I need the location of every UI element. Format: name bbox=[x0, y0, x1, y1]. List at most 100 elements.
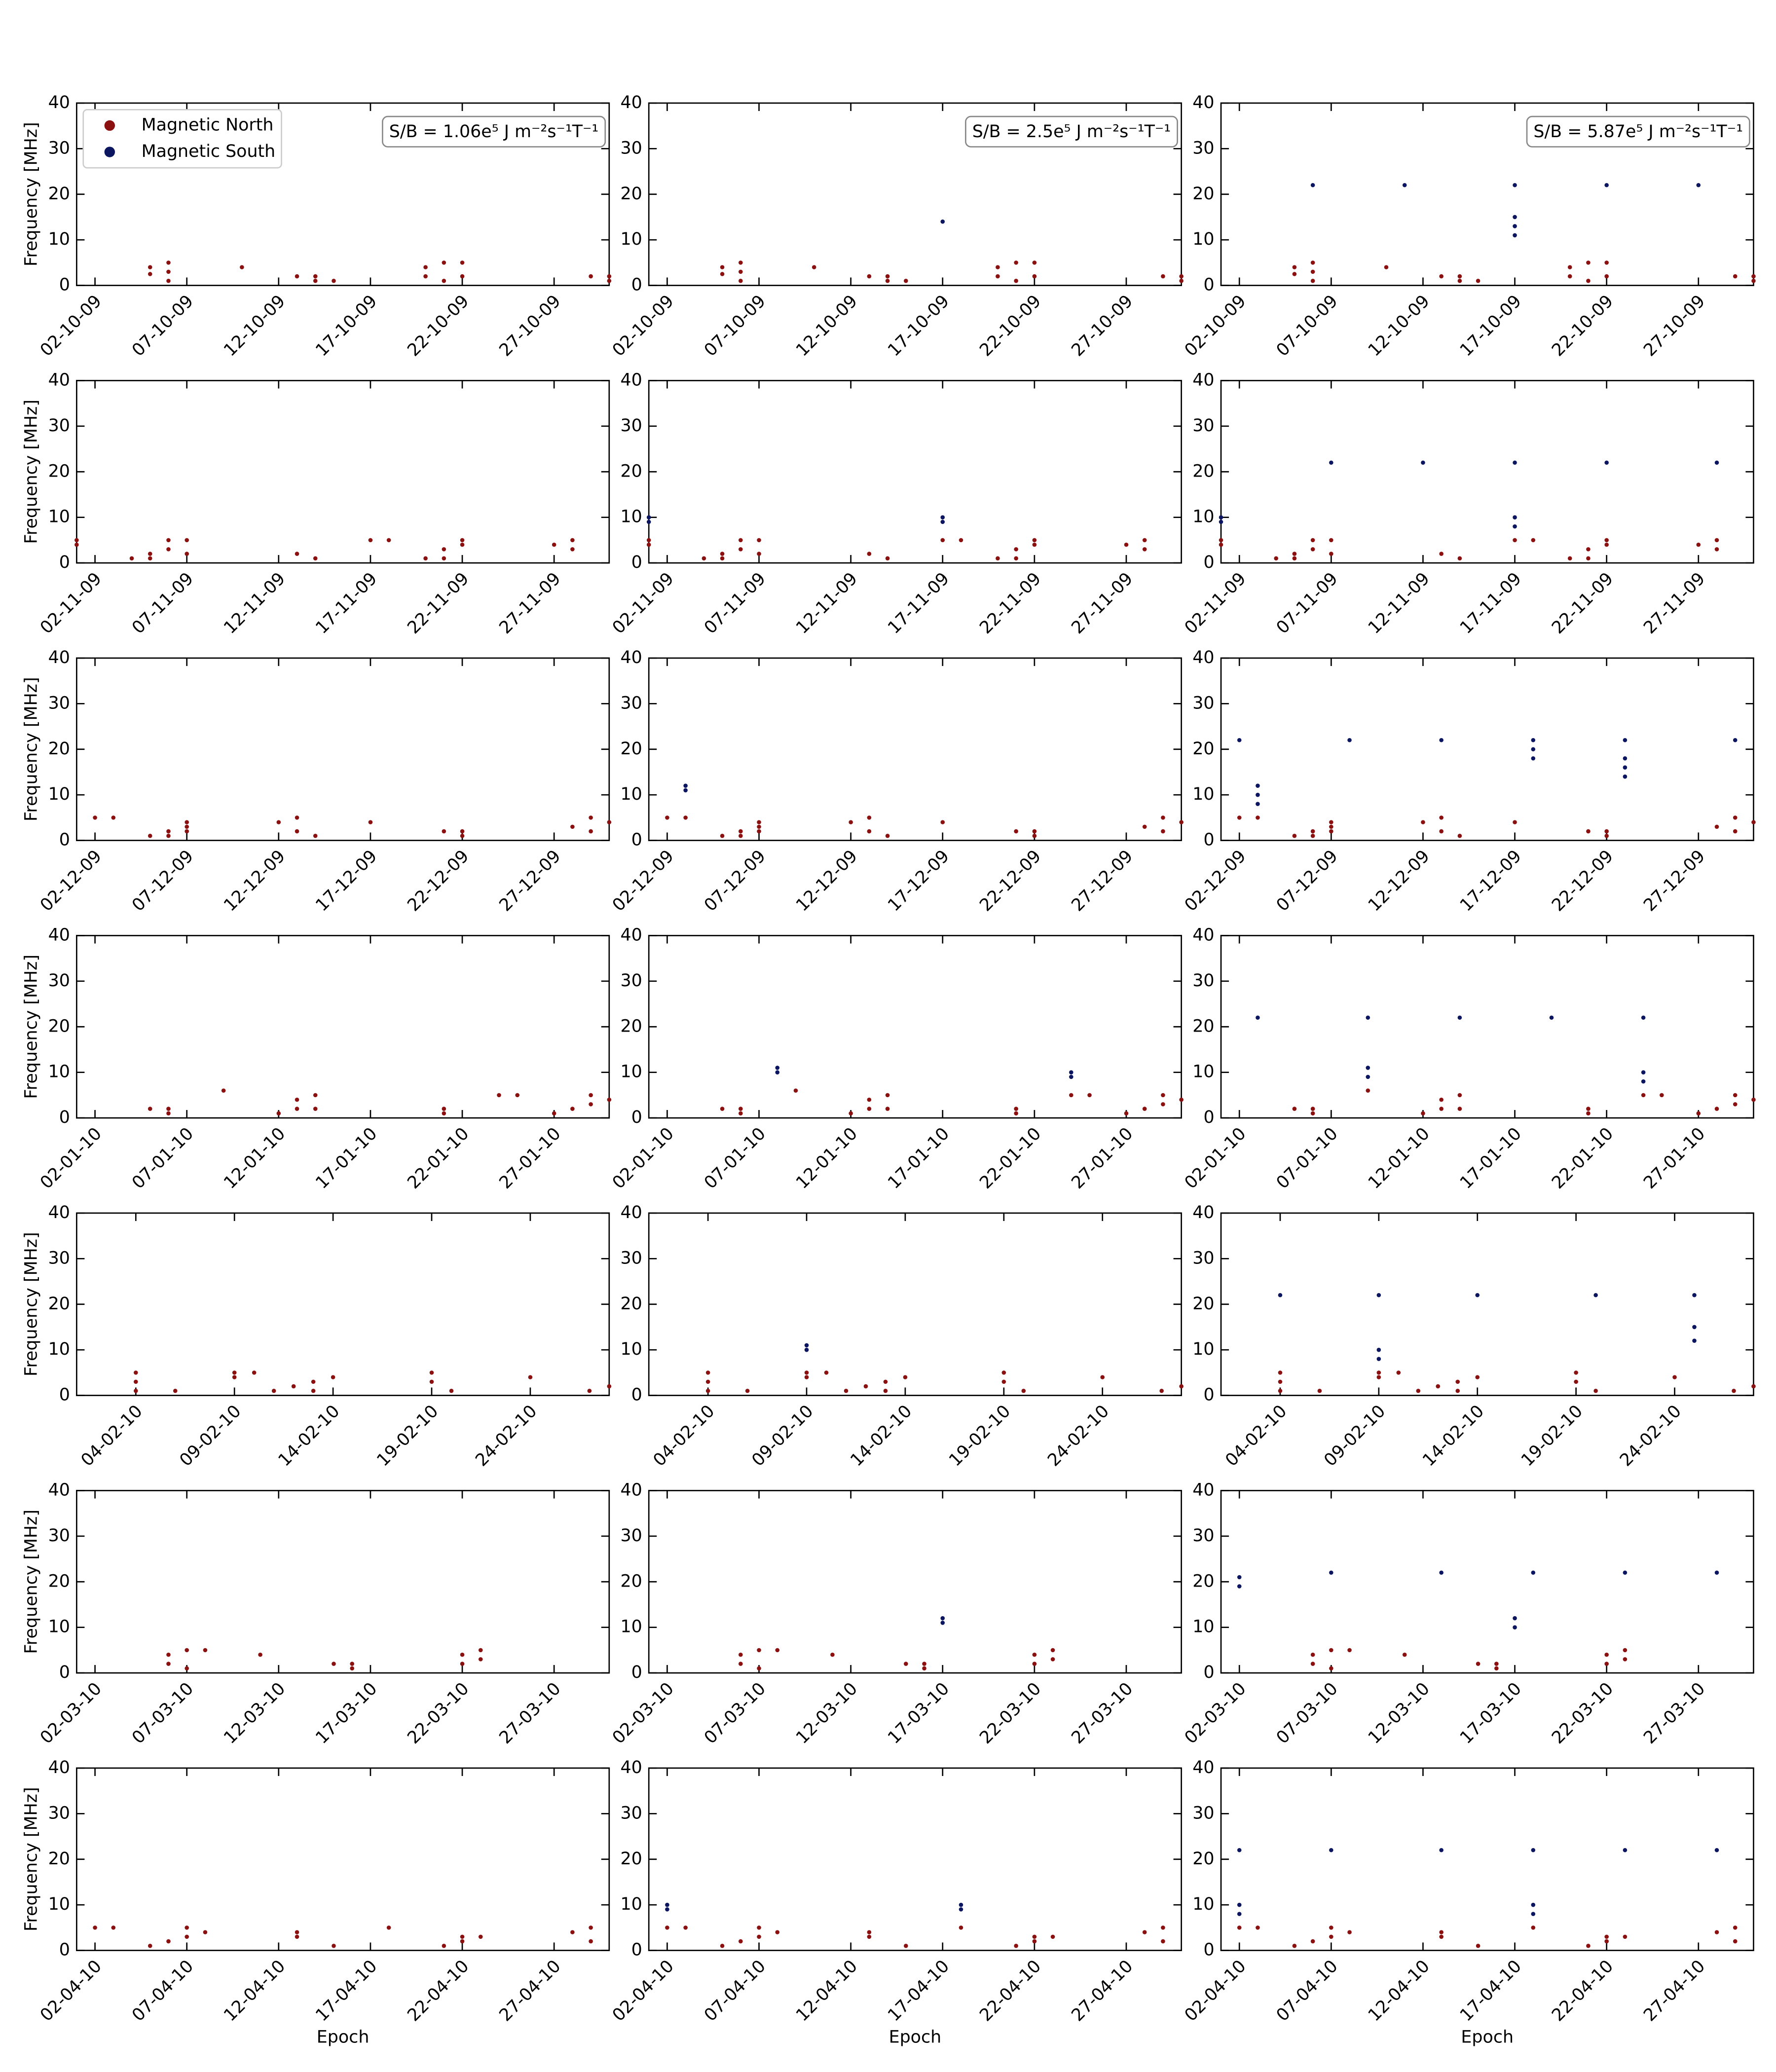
x-tick-label: 27-03-10 bbox=[496, 1679, 565, 1748]
x-tick-label: 22-11-09 bbox=[1548, 569, 1617, 638]
panel: 0 10 20 30 40 02-11-09 07-11-09 12-11-09 17-11-0… bbox=[21, 370, 610, 638]
data-point bbox=[739, 269, 743, 274]
data-point bbox=[1604, 834, 1609, 838]
data-point bbox=[1439, 552, 1443, 556]
y-tick-label: 0 bbox=[59, 1385, 70, 1405]
y-tick-label: 10 bbox=[620, 1062, 642, 1082]
data-point bbox=[757, 829, 761, 834]
annotation: S/B = 1.06e⁵ J m⁻²s⁻¹T⁻¹ bbox=[389, 122, 599, 142]
y-tick-label: 40 bbox=[1192, 1203, 1214, 1222]
data-point bbox=[940, 538, 945, 543]
data-point bbox=[1292, 272, 1297, 276]
data-point bbox=[1124, 1111, 1129, 1116]
y-tick-label: 30 bbox=[620, 138, 642, 158]
data-point bbox=[1050, 1657, 1055, 1662]
data-point bbox=[460, 260, 465, 265]
data-point bbox=[1692, 1293, 1697, 1297]
data-point bbox=[240, 265, 244, 269]
data-point bbox=[1714, 1930, 1719, 1934]
panel: 0 10 20 30 40 02-03-10 07-03-10 12-03-10 17-03-1… bbox=[21, 1480, 610, 1748]
legend-box bbox=[82, 109, 282, 169]
y-tick-label: 10 bbox=[1192, 507, 1214, 527]
data-point bbox=[1310, 1107, 1315, 1111]
data-point bbox=[1142, 538, 1147, 543]
data-point bbox=[804, 1347, 809, 1352]
data-point bbox=[867, 552, 872, 556]
panel: 0 10 20 30 40 04-02-10 09-02-10 14-02-10 19-02-1… bbox=[620, 1203, 1184, 1471]
data-point bbox=[1457, 556, 1462, 561]
data-point bbox=[1531, 756, 1536, 761]
data-point bbox=[1696, 183, 1701, 187]
y-tick-label: 30 bbox=[1192, 138, 1214, 158]
data-point bbox=[570, 547, 575, 552]
data-point bbox=[739, 1107, 743, 1111]
data-point bbox=[863, 1384, 868, 1389]
y-tick-label: 30 bbox=[1192, 1248, 1214, 1268]
data-point bbox=[849, 820, 853, 824]
data-point bbox=[1574, 1379, 1578, 1384]
data-point bbox=[1567, 265, 1572, 269]
x-tick-label: 22-12-09 bbox=[1548, 847, 1617, 916]
data-point bbox=[589, 1102, 593, 1107]
y-tick-label: 40 bbox=[1192, 1758, 1214, 1777]
data-point bbox=[1256, 802, 1260, 806]
data-point bbox=[528, 1375, 533, 1379]
x-tick-label: 27-10-09 bbox=[1640, 292, 1709, 361]
data-point bbox=[1586, 1107, 1591, 1111]
data-point bbox=[1396, 1370, 1401, 1375]
data-point bbox=[1733, 274, 1738, 279]
data-point bbox=[646, 538, 651, 543]
data-point bbox=[232, 1375, 237, 1379]
y-tick-label: 0 bbox=[1203, 1108, 1214, 1127]
data-point bbox=[1457, 274, 1462, 279]
data-point bbox=[705, 1389, 710, 1393]
data-point bbox=[1494, 1666, 1499, 1671]
data-point bbox=[1513, 1625, 1517, 1629]
x-tick-label: 27-04-10 bbox=[1640, 1957, 1709, 2026]
data-point bbox=[665, 1925, 669, 1930]
data-point bbox=[1376, 1357, 1381, 1361]
data-point bbox=[1623, 1570, 1628, 1575]
data-point bbox=[295, 815, 299, 820]
data-point bbox=[1329, 1848, 1333, 1852]
x-tick-label: 17-03-10 bbox=[884, 1679, 953, 1748]
data-point bbox=[1256, 783, 1260, 788]
y-tick-label: 30 bbox=[620, 693, 642, 713]
data-point bbox=[1069, 1070, 1073, 1074]
data-point bbox=[1219, 538, 1223, 543]
data-point bbox=[812, 265, 816, 269]
data-point bbox=[1733, 738, 1738, 742]
data-point bbox=[1142, 547, 1147, 552]
y-tick-label: 10 bbox=[620, 229, 642, 249]
y-tick-label: 30 bbox=[620, 1803, 642, 1823]
data-point bbox=[1256, 1015, 1260, 1020]
x-tick-label: 07-01-10 bbox=[1273, 1124, 1342, 1193]
x-tick-label: 04-02-10 bbox=[650, 1402, 719, 1471]
data-point bbox=[1604, 460, 1609, 465]
x-tick-label: 17-11-09 bbox=[1456, 569, 1525, 638]
data-point bbox=[1317, 1389, 1322, 1393]
y-axis-label: Frequency [MHz] bbox=[21, 122, 41, 266]
data-point bbox=[1455, 1389, 1460, 1393]
data-point bbox=[1531, 1912, 1536, 1916]
x-tick-label: 17-03-10 bbox=[1456, 1679, 1525, 1748]
data-point bbox=[775, 1066, 780, 1070]
panel: 0 10 20 30 40 04-02-10 09-02-10 14-02-10 19-02-1… bbox=[21, 1203, 612, 1471]
data-point bbox=[1714, 460, 1719, 465]
data-point bbox=[203, 1648, 208, 1653]
y-tick-label: 20 bbox=[620, 1294, 642, 1314]
data-point bbox=[295, 1097, 299, 1102]
y-tick-label: 40 bbox=[620, 1480, 642, 1500]
y-tick-label: 40 bbox=[1192, 93, 1214, 112]
data-point bbox=[166, 547, 171, 552]
data-point bbox=[1641, 1015, 1646, 1020]
plot-frame bbox=[76, 935, 610, 1119]
x-tick-label: 22-10-09 bbox=[1548, 292, 1617, 361]
data-point bbox=[904, 1662, 908, 1666]
x-tick-label: 12-03-10 bbox=[220, 1679, 289, 1748]
data-point bbox=[442, 1107, 446, 1111]
data-point bbox=[867, 1107, 872, 1111]
data-point bbox=[1310, 1652, 1315, 1657]
y-tick-label: 20 bbox=[48, 461, 70, 481]
data-point bbox=[460, 1662, 465, 1666]
